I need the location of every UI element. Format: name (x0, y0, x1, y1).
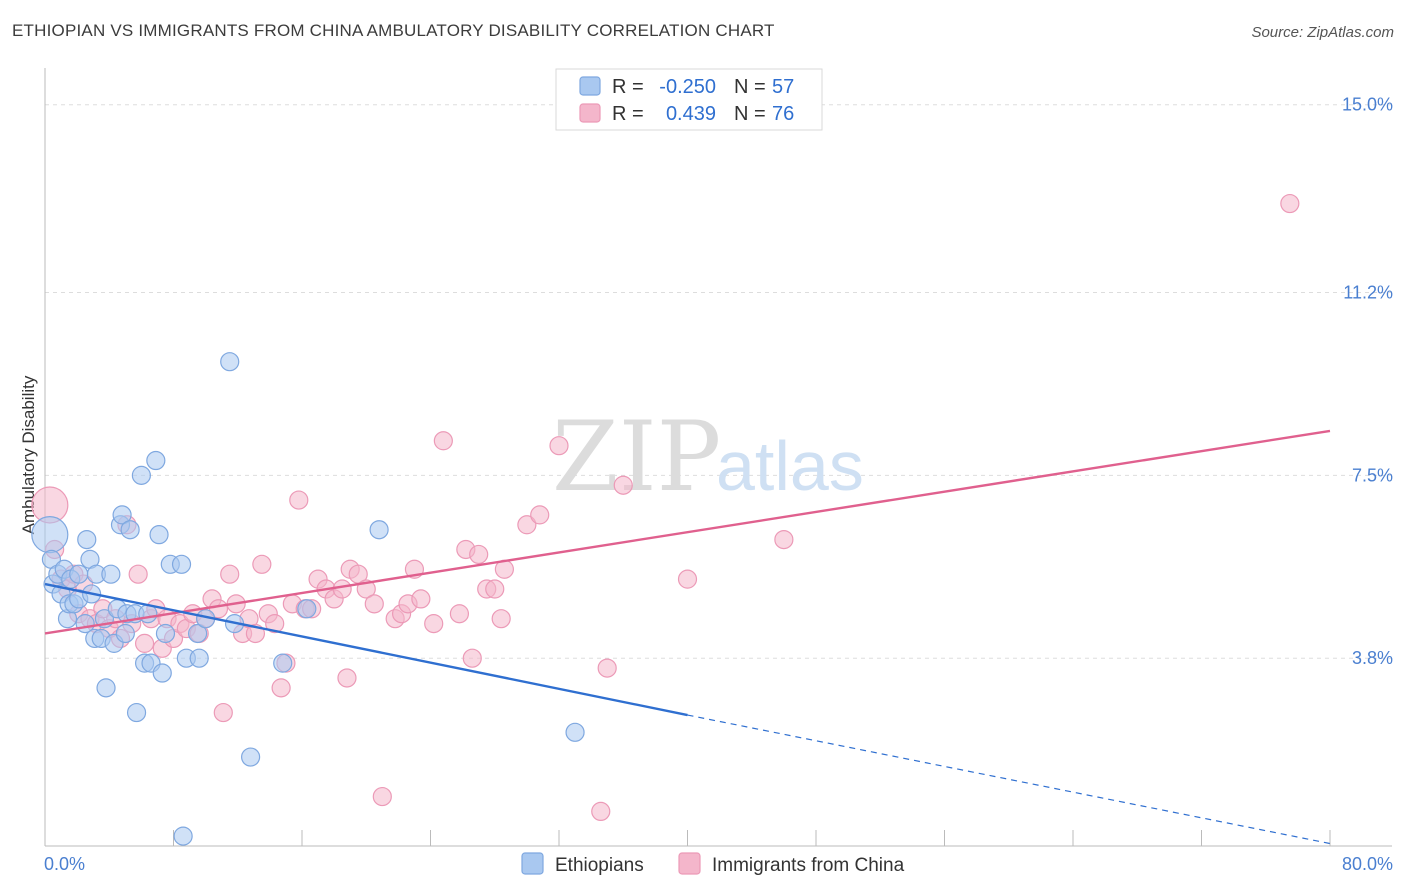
y-tick-label: 11.2% (1343, 283, 1393, 303)
trend-lines (44, 429, 1331, 845)
y-tick-label: 3.8% (1352, 648, 1393, 668)
point-china (517, 515, 537, 535)
point-ethiopians (146, 450, 166, 471)
point-china (677, 569, 698, 589)
point-ethiopians (189, 648, 209, 668)
point-china (530, 505, 550, 525)
stats-legend: R = -0.250 N = 57 R = 0.439 N = 76 (555, 68, 823, 131)
series-legend-label-ethiopians: Ethiopians (555, 855, 644, 876)
point-china (613, 475, 633, 495)
point-china (289, 490, 309, 510)
point-ethiopians (241, 747, 261, 767)
point-china (411, 589, 431, 609)
point-ethiopians (369, 520, 389, 540)
point-ethiopians (149, 525, 169, 545)
point-china (462, 648, 482, 668)
point-china (265, 614, 285, 634)
point-ethiopians (126, 702, 147, 723)
point-ethiopians (77, 529, 97, 550)
legend-n-label-blue: N = (734, 76, 766, 98)
point-china (271, 678, 291, 698)
point-china (424, 614, 444, 634)
point-china (491, 609, 511, 629)
point-china (1280, 193, 1300, 214)
point-ethiopians (187, 623, 208, 644)
axes (44, 68, 1392, 847)
y-tick-label: 15.0% (1342, 95, 1393, 115)
legend-r-value-blue: -0.250 (659, 76, 716, 98)
series-legend-swatch-china (678, 852, 701, 875)
x-tick-labels: 0.0% 80.0% (44, 854, 1393, 874)
point-ethiopians (120, 520, 140, 540)
point-ethiopians (220, 352, 240, 372)
point-china (449, 604, 470, 624)
point-ethiopians (173, 826, 193, 846)
grid (45, 104, 1392, 659)
legend-r-value-pink: 0.439 (666, 103, 716, 125)
trend-line-ethiopians (44, 582, 688, 717)
point-ethiopians (131, 465, 151, 485)
point-ethiopians (96, 678, 116, 698)
y-tick-label: 7.5% (1352, 465, 1393, 485)
trend-line-ethiopians-extension (687, 714, 1331, 845)
point-ethiopians (273, 653, 293, 673)
point-ethiopians (297, 599, 317, 619)
watermark: ZIP atlas (552, 401, 864, 513)
point-china (134, 633, 155, 653)
point-china (332, 579, 352, 599)
point-ethiopians (152, 663, 172, 683)
legend-n-value-pink: 76 (772, 103, 794, 125)
series-ethiopians (31, 352, 585, 846)
series-legend: Ethiopians Immigrants from China (521, 852, 905, 876)
series-legend-swatch-ethiopians (521, 852, 544, 875)
point-china (485, 579, 505, 599)
y-axis-label: Ambulatory Disability (19, 375, 38, 534)
point-china (252, 554, 272, 574)
point-ethiopians (155, 623, 176, 644)
point-ethiopians (112, 505, 132, 525)
point-ethiopians (565, 722, 585, 742)
legend-r-label-blue: R = (612, 76, 644, 98)
point-china (469, 544, 489, 565)
watermark-atlas: atlas (716, 427, 864, 505)
legend-r-label-pink: R = (612, 103, 644, 125)
point-china (128, 564, 148, 584)
x-tick-label: 0.0% (44, 854, 85, 874)
x-tick-label: 80.0% (1342, 854, 1393, 874)
point-china (591, 801, 611, 822)
legend-n-value-blue: 57 (772, 76, 794, 98)
point-china (364, 594, 384, 614)
point-china (774, 529, 794, 550)
y-tick-labels: 3.8% 7.5% 11.2% 15.0% (1342, 95, 1393, 668)
point-china (220, 564, 240, 584)
point-ethiopians (171, 554, 192, 574)
trend-line-china (44, 429, 1331, 635)
point-china (337, 668, 357, 688)
point-ethiopians (115, 623, 135, 644)
point-ethiopians (69, 564, 89, 584)
legend-swatch-blue (579, 76, 601, 96)
point-china (433, 431, 453, 451)
point-ethiopians (31, 516, 69, 554)
series-legend-label-china: Immigrants from China (712, 855, 905, 876)
legend-swatch-pink (579, 103, 601, 123)
chart-title: ETHIOPIAN VS IMMIGRANTS FROM CHINA AMBUL… (12, 21, 775, 40)
source-label: Source: ZipAtlas.com (1251, 24, 1394, 41)
point-ethiopians (101, 564, 121, 584)
legend-n-label-pink: N = (734, 103, 766, 125)
point-china (372, 786, 392, 807)
point-china (549, 436, 569, 456)
point-china (213, 702, 233, 723)
watermark-zip: ZIP (552, 401, 721, 513)
point-china (597, 658, 617, 678)
